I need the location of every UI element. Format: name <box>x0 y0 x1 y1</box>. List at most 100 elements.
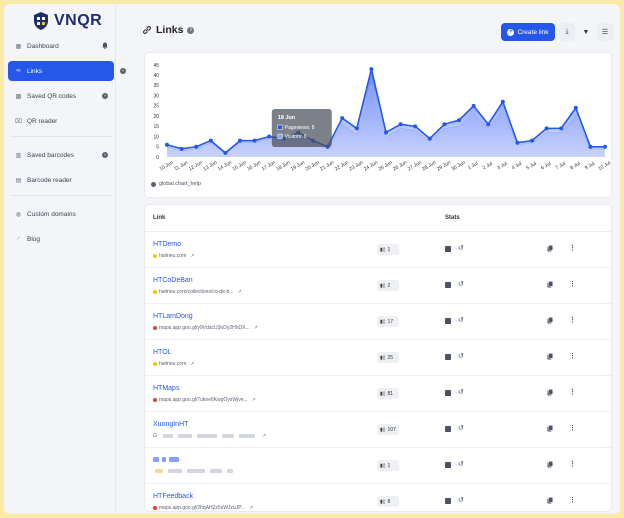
link-name[interactable]: HTDemo <box>153 241 182 248</box>
link-icon <box>143 26 151 34</box>
qr-icon: ▩ <box>15 93 22 100</box>
pageviews-badge[interactable]: ▮▯ 2 <box>377 280 399 291</box>
history-icon[interactable]: ↺ <box>458 497 464 504</box>
calendar-icon[interactable] <box>445 282 451 288</box>
link-name[interactable]: HTCoDeBan <box>153 277 193 284</box>
more-options-icon[interactable]: ⋮ <box>569 497 576 504</box>
link-url-text: maps.app.goo.gl/2hqAH2z5sWJzuJP... <box>159 505 246 511</box>
pageviews-badge[interactable]: ▮▯ 1 <box>377 244 399 255</box>
sidebar-item-blog[interactable]: ◜ Blog <box>8 229 114 249</box>
pageviews-badge[interactable]: ▮▯ 107 <box>377 424 399 435</box>
info-icon[interactable]: i <box>187 26 195 34</box>
filter-button[interactable]: ▼ <box>578 23 594 41</box>
copy-icon[interactable] <box>547 461 553 468</box>
more-options-icon[interactable]: ⋮ <box>569 281 576 288</box>
link-url[interactable]: G ↗ <box>153 433 266 439</box>
external-link-icon[interactable]: ↗ <box>190 361 195 367</box>
favicon-icon <box>153 506 157 510</box>
pageviews-badge[interactable]: ▮▯ 1 <box>377 460 399 471</box>
copy-icon[interactable] <box>547 389 553 396</box>
more-options-icon[interactable]: ⋮ <box>569 317 576 324</box>
copy-icon[interactable] <box>547 245 553 252</box>
link-url[interactable]: maps.app.goo.gl/2hqAH2z5sWJzuJP... ↗ <box>153 505 253 511</box>
history-icon[interactable]: ↺ <box>458 461 464 468</box>
copy-icon[interactable] <box>547 425 553 432</box>
more-options-icon[interactable]: ⋮ <box>569 245 576 252</box>
copy-icon[interactable] <box>547 353 553 360</box>
link-url[interactable]: haitrieu.com ↗ <box>153 361 194 367</box>
bell-icon[interactable] <box>102 42 108 49</box>
create-link-button[interactable]: + Create link <box>501 23 555 41</box>
sidebar-item-saved-qr-codes[interactable]: ▩ Saved QR codes + <box>8 86 114 106</box>
calendar-icon[interactable] <box>445 354 451 360</box>
link-url[interactable]: maps.app.goo.gl/7ukne6KwpOysWjve... ↗ <box>153 397 256 403</box>
plus-icon[interactable]: + <box>102 93 108 99</box>
external-link-icon[interactable]: ↗ <box>253 325 258 331</box>
pageviews-badge[interactable]: ▮▯ 8 <box>377 496 399 507</box>
plus-icon[interactable]: + <box>102 152 108 158</box>
external-link-icon[interactable]: ↗ <box>249 505 254 511</box>
x-tick-label: 10 Jul <box>597 160 612 172</box>
sidebar-item-dashboard[interactable]: ▦ Dashboard <box>8 36 114 56</box>
shield-logo-icon <box>34 12 48 30</box>
copy-icon[interactable] <box>547 497 553 504</box>
link-name[interactable]: HTMaps <box>153 385 180 392</box>
link-url[interactable]: haitrieu.com/collections/co-de-b... ↗ <box>153 289 242 295</box>
pageviews-point <box>427 136 432 141</box>
link-url[interactable] <box>153 469 236 473</box>
sidebar-item-barcode-reader[interactable]: ▤ Barcode reader <box>8 170 114 190</box>
y-tick-label: 25 <box>153 104 159 110</box>
favicon-icon <box>153 362 157 366</box>
pageviews-badge[interactable]: ▮▯ 25 <box>377 352 399 363</box>
history-icon[interactable]: ↺ <box>458 425 464 432</box>
pageviews-badge[interactable]: ▮▯ 17 <box>377 316 399 327</box>
list-view-button[interactable]: ☰ <box>597 23 613 41</box>
history-icon[interactable]: ↺ <box>458 317 464 324</box>
table-row: HTCoDeBan haitrieu.com/collections/co-de-… <box>145 268 613 304</box>
pageviews-count: 17 <box>387 318 394 325</box>
more-options-icon[interactable]: ⋮ <box>569 389 576 396</box>
brand-logo[interactable]: VNQR <box>32 10 102 32</box>
filter-icon: ▼ <box>582 28 590 36</box>
calendar-icon[interactable] <box>445 498 451 504</box>
sidebar-item-qr-reader[interactable]: ⌧ QR reader <box>8 111 114 131</box>
plus-icon[interactable]: + <box>120 68 126 74</box>
history-icon[interactable]: ↺ <box>458 245 464 252</box>
history-icon[interactable]: ↺ <box>458 353 464 360</box>
history-icon[interactable]: ↺ <box>458 281 464 288</box>
calendar-icon[interactable] <box>445 426 451 432</box>
sidebar-item-custom-domains[interactable]: ◍ Custom domains <box>8 204 114 224</box>
link-name[interactable] <box>153 457 182 464</box>
pageviews-count: 1 <box>387 246 391 253</box>
x-tick-label: 17 Jun <box>261 160 277 173</box>
calendar-icon[interactable] <box>445 390 451 396</box>
copy-icon[interactable] <box>547 281 553 288</box>
calendar-icon[interactable] <box>445 462 451 468</box>
calendar-icon[interactable] <box>445 246 451 252</box>
more-options-icon[interactable]: ⋮ <box>569 461 576 468</box>
link-name[interactable]: HTOL <box>153 349 172 356</box>
download-button[interactable]: ⤓ <box>559 23 575 41</box>
link-name[interactable]: HTFeedback <box>153 493 194 500</box>
more-options-icon[interactable]: ⋮ <box>569 425 576 432</box>
pageviews-point <box>267 134 272 139</box>
sidebar-item-label: Barcode reader <box>27 176 72 184</box>
copy-icon[interactable] <box>547 317 553 324</box>
history-icon[interactable]: ↺ <box>458 389 464 396</box>
pageviews-badge[interactable]: ▮▯ 81 <box>377 388 399 399</box>
sidebar-item-saved-barcodes[interactable]: ▥ Saved barcodes + <box>8 145 114 165</box>
link-name[interactable]: HTLamDong <box>153 313 193 320</box>
calendar-icon[interactable] <box>445 318 451 324</box>
more-options-icon[interactable]: ⋮ <box>569 353 576 360</box>
external-link-icon[interactable]: ↗ <box>261 433 267 439</box>
external-link-icon[interactable]: ↗ <box>251 397 256 403</box>
external-link-icon[interactable]: ↗ <box>237 289 242 295</box>
link-url[interactable]: maps.app.goo.gl/y9VdacU3nDy2HhDX... ↗ <box>153 325 258 331</box>
external-link-icon[interactable]: ↗ <box>190 253 195 259</box>
link-name[interactable]: XuongInHT <box>153 421 189 428</box>
sidebar-item-links[interactable]: ∞ Links + <box>8 61 126 81</box>
favicon-icon <box>153 398 157 402</box>
help-icon[interactable] <box>151 181 156 187</box>
link-url[interactable]: haitrieu.com ↗ <box>153 253 194 259</box>
